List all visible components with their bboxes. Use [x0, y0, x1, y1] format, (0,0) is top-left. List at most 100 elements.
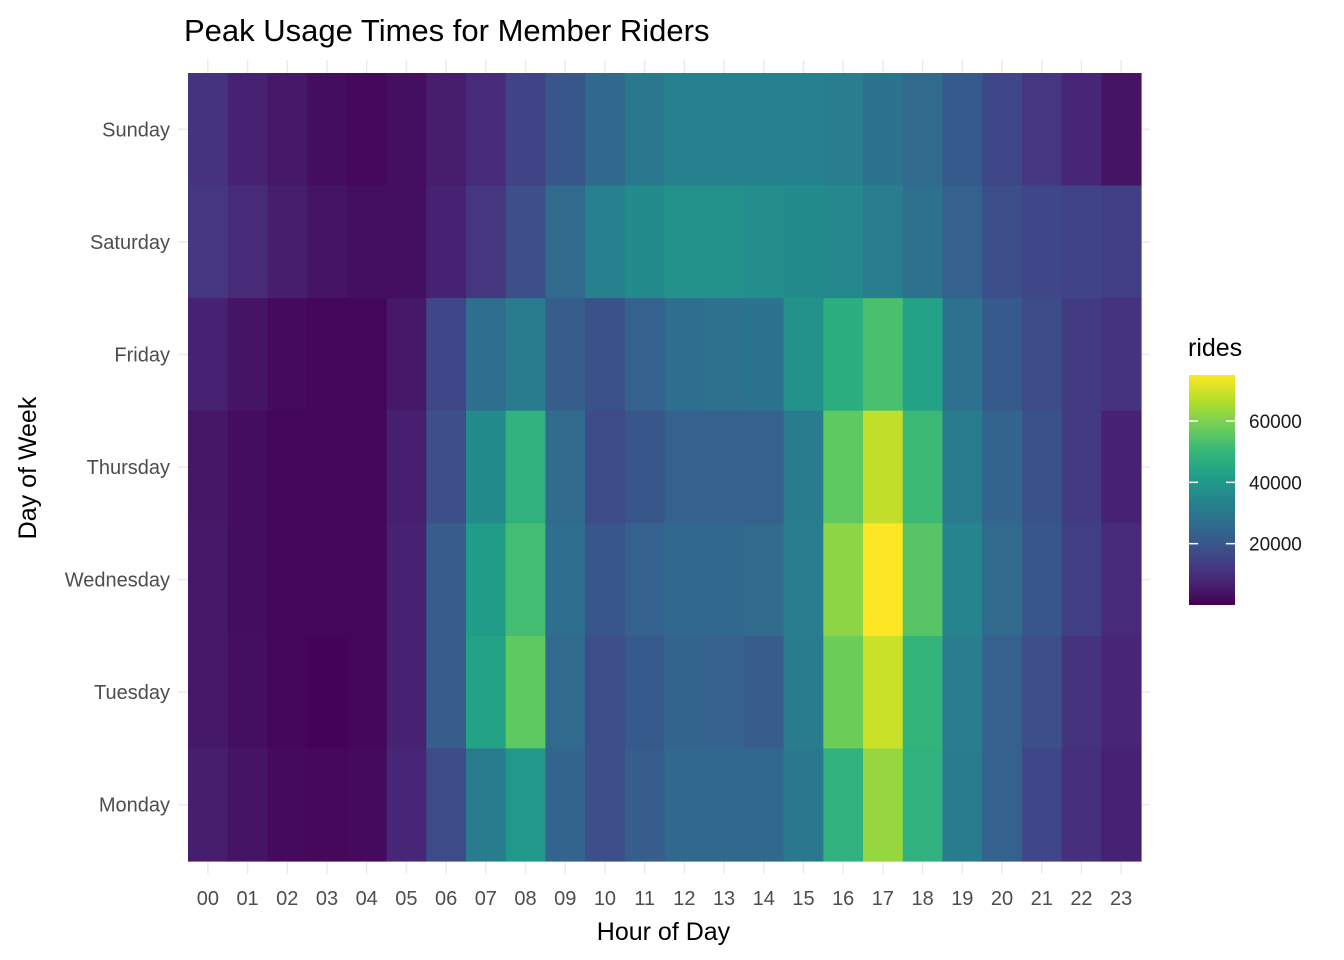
heatmap-cell: [227, 185, 269, 299]
heatmap-cell: [664, 523, 705, 637]
heatmap-cell: [783, 298, 824, 412]
heatmap-cell: [902, 410, 944, 524]
heatmap-cell: [346, 410, 388, 524]
heatmap-cell: [823, 410, 864, 524]
heatmap-cell: [585, 185, 626, 299]
heatmap-cell: [545, 298, 586, 412]
heatmap-cell: [982, 523, 1023, 637]
heatmap-cell: [743, 73, 785, 187]
heatmap-cell: [585, 410, 626, 524]
heatmap-cell: [465, 298, 507, 412]
heatmap-cell: [1061, 185, 1102, 299]
heatmap-cell: [307, 298, 348, 412]
heatmap-cell: [624, 523, 666, 637]
heatmap-cell: [346, 185, 388, 299]
heatmap-cell: [704, 185, 745, 299]
heatmap-cell: [585, 635, 626, 750]
heatmap-cell: [704, 748, 745, 862]
x-tick-label: 13: [713, 888, 735, 910]
heatmap-cell: [942, 410, 983, 524]
y-tick-label: Sunday: [102, 119, 170, 141]
heatmap-cell: [863, 635, 904, 750]
heatmap-cell: [863, 73, 904, 187]
x-tick-label: 16: [832, 888, 854, 910]
legend-ticks: 20000 40000 60000: [1189, 412, 1302, 556]
heatmap-cell: [188, 298, 229, 412]
heatmap-cell: [1101, 73, 1142, 187]
heatmap-cell: [664, 748, 705, 862]
heatmap-cell: [227, 298, 269, 412]
heatmap-cell: [783, 73, 824, 187]
heatmap-cell: [426, 748, 467, 862]
x-tick-label: 07: [475, 888, 497, 910]
legend-tick-label: 40000: [1249, 473, 1302, 494]
heatmap-cells: [188, 73, 1142, 862]
heatmap-cell: [1021, 410, 1063, 524]
x-tick-label: 23: [1110, 888, 1132, 910]
heatmap-cell: [902, 635, 944, 750]
x-axis-title: Hour of Day: [597, 918, 731, 946]
heatmap-cell: [783, 185, 824, 299]
heatmap-cell: [624, 410, 666, 524]
heatmap-cell: [386, 635, 427, 750]
heatmap-cell: [465, 410, 507, 524]
x-tick-label: 17: [872, 888, 894, 910]
heatmap-cell: [823, 748, 864, 862]
heatmap-cell: [307, 635, 348, 750]
heatmap-cell: [624, 185, 666, 299]
heatmap-cell: [624, 73, 666, 187]
heatmap-cell: [664, 635, 705, 750]
heatmap-cell: [505, 748, 546, 862]
heatmap-cell: [624, 298, 666, 412]
heatmap-cell: [1021, 185, 1063, 299]
x-tick-label: 02: [276, 888, 298, 910]
heatmap-cell: [307, 748, 348, 862]
heatmap-cell: [545, 73, 586, 187]
heatmap-cell: [227, 748, 269, 862]
x-tick-label: 03: [316, 888, 338, 910]
heatmap-cell: [188, 73, 229, 187]
heatmap-cell: [505, 298, 546, 412]
y-tick-label: Monday: [99, 795, 170, 817]
heatmap-cell: [942, 73, 983, 187]
x-tick-label: 19: [951, 888, 973, 910]
heatmap-cell: [783, 523, 824, 637]
heatmap-cell: [743, 410, 785, 524]
heatmap-cell: [863, 185, 904, 299]
heatmap-cell: [267, 73, 308, 187]
heatmap-cell: [982, 748, 1023, 862]
legend-title: rides: [1188, 334, 1242, 362]
x-tick-label: 08: [514, 888, 536, 910]
heatmap-cell: [942, 523, 983, 637]
heatmap-cell: [267, 298, 308, 412]
heatmap-cell: [902, 523, 944, 637]
heatmap-cell: [346, 523, 388, 637]
heatmap-cell: [1021, 635, 1063, 750]
heatmap-cell: [624, 635, 666, 750]
heatmap-cell: [307, 523, 348, 637]
heatmap-cell: [863, 748, 904, 862]
heatmap-cell: [664, 185, 705, 299]
heatmap-cell: [426, 298, 467, 412]
y-tick-labels: Sunday Saturday Friday Thursday Wednesday Tue…: [65, 119, 170, 816]
heatmap-cell: [346, 73, 388, 187]
heatmap-cell: [664, 298, 705, 412]
heatmap-cell: [1021, 748, 1063, 862]
heatmap-cell: [188, 410, 229, 524]
heatmap-cell: [743, 185, 785, 299]
heatmap-cell: [743, 635, 785, 750]
heatmap-cell: [823, 635, 864, 750]
heatmap-cell: [545, 185, 586, 299]
heatmap-cell: [465, 748, 507, 862]
heatmap-cell: [902, 748, 944, 862]
heatmap-cell: [902, 298, 944, 412]
heatmap-cell: [1061, 635, 1102, 750]
x-tick-label: 18: [911, 888, 933, 910]
color-legend: rides 20000 40000 60000: [1188, 334, 1302, 605]
x-tick-label: 04: [356, 888, 378, 910]
heatmap-cell: [902, 73, 944, 187]
heatmap-cell: [585, 523, 626, 637]
heatmap-cell: [267, 635, 308, 750]
x-tick-label: 01: [236, 888, 258, 910]
